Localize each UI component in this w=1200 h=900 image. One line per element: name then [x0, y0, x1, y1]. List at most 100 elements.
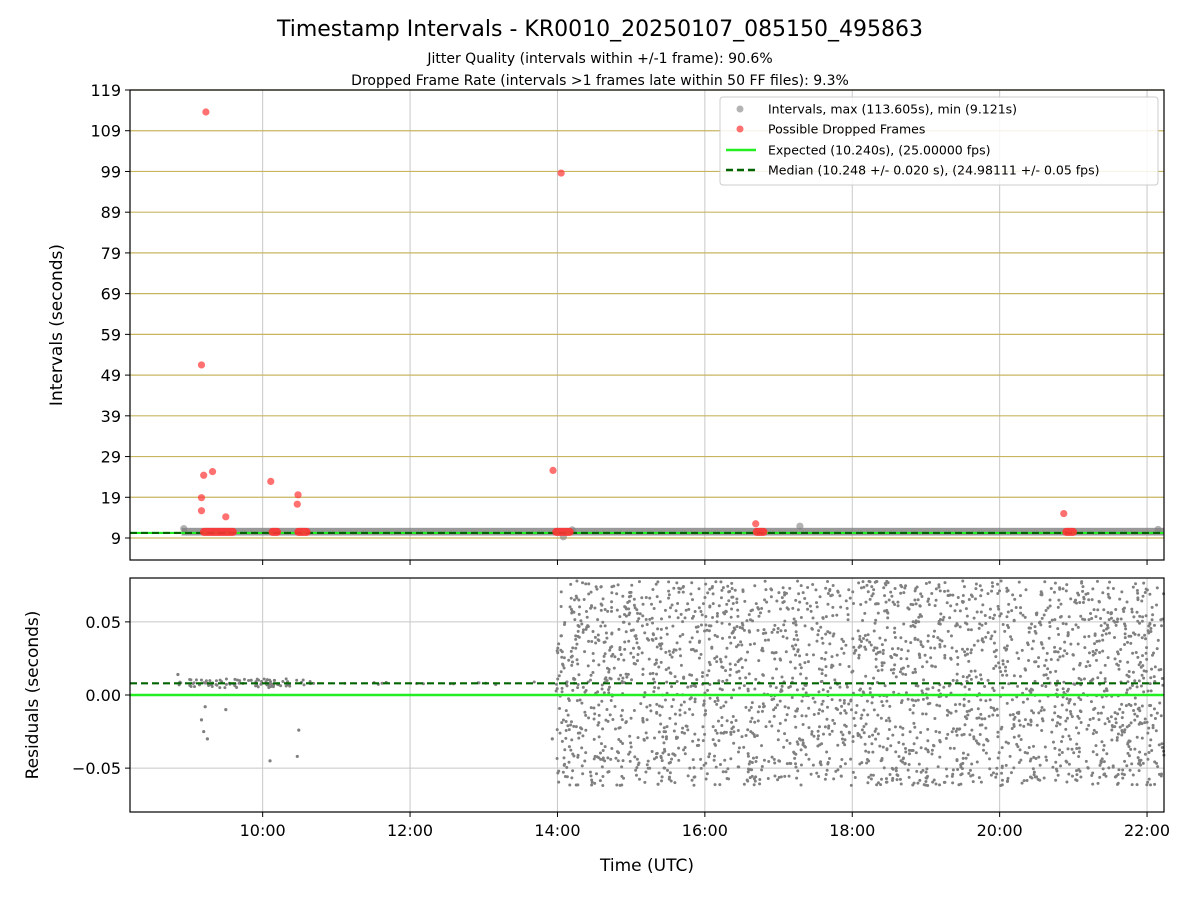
residual-point: [1028, 626, 1032, 630]
residual-point: [817, 712, 821, 716]
residual-point: [1087, 634, 1091, 638]
residual-point: [1117, 667, 1121, 671]
residual-point: [620, 718, 624, 722]
residual-point: [1069, 597, 1073, 601]
dropped-frame-point-10: [197, 507, 206, 515]
residual-point: [722, 704, 726, 708]
residual-point: [1150, 748, 1154, 752]
residual-point: [945, 713, 949, 717]
residual-point: [579, 726, 583, 730]
residual-point: [704, 582, 708, 586]
residual-point: [1034, 660, 1038, 664]
residual-point: [674, 609, 678, 613]
residual-point: [801, 591, 805, 595]
residual-point: [887, 598, 891, 602]
residual-point: [828, 732, 832, 736]
residual-point: [574, 646, 578, 650]
residual-point: [888, 719, 892, 723]
residual-point: [645, 705, 649, 709]
residuals-y-ticks: 0.050.00−0.05: [72, 613, 130, 778]
residual-point: [876, 713, 880, 717]
residual-point: [695, 630, 699, 634]
residual-point: [911, 783, 915, 787]
residual-point: [1012, 735, 1016, 739]
residual-point: [605, 708, 609, 712]
residual-point: [1104, 774, 1108, 778]
residual-point: [982, 743, 986, 747]
residual-point: [657, 665, 661, 669]
residual-point: [820, 636, 824, 640]
residual-point: [721, 731, 725, 735]
residual-point: [1160, 624, 1164, 628]
residual-point: [691, 758, 695, 762]
residual-point: [721, 666, 725, 670]
residual-point: [833, 678, 837, 682]
legend-marker-dropped: [736, 125, 744, 133]
residual-point: [641, 672, 645, 676]
residual-point: [720, 715, 724, 719]
residual-point: [773, 623, 777, 627]
residual-point: [699, 609, 703, 613]
residual-point: [575, 699, 579, 703]
residual-point: [1121, 776, 1125, 780]
residual-point: [989, 637, 993, 641]
residual-point: [611, 652, 615, 656]
residual-point: [703, 691, 707, 695]
residual-point: [926, 634, 930, 638]
residual-point: [689, 684, 693, 688]
residual-point: [882, 766, 886, 770]
residual-point: [1144, 614, 1148, 618]
residual-point: [801, 722, 805, 726]
residual-point: [1094, 730, 1098, 734]
residual-point: [742, 684, 746, 688]
residual-point: [896, 600, 900, 604]
residual-point: [1155, 647, 1159, 651]
residual-point: [562, 666, 566, 670]
residual-point: [807, 726, 811, 730]
residual-point: [943, 656, 947, 660]
residual-point: [1110, 738, 1114, 742]
residual-point: [914, 699, 918, 703]
residual-point: [901, 666, 905, 670]
residual-point: [970, 728, 974, 732]
residual-point: [747, 613, 751, 617]
residual-point: [910, 748, 914, 752]
residual-point: [580, 622, 584, 626]
residual-point: [601, 758, 605, 762]
residual-point: [1055, 688, 1059, 692]
residual-point: [728, 635, 732, 639]
residual-point: [853, 724, 857, 728]
residual-point: [1070, 747, 1074, 751]
residual-point: [790, 644, 794, 648]
residual-point: [840, 637, 844, 641]
residual-point: [1149, 738, 1153, 742]
legend-marker-intervals: [736, 105, 744, 113]
residual-point: [883, 684, 887, 688]
residual-point: [998, 614, 1002, 618]
residual-point: [1024, 588, 1028, 592]
residual-point: [1147, 777, 1151, 781]
dropped-frame-cluster-0: [200, 527, 237, 536]
residual-point: [897, 740, 901, 744]
residual-point: [899, 759, 903, 763]
residual-point: [760, 606, 764, 610]
dropped-frame-point-13: [1060, 509, 1068, 518]
residual-point: [783, 629, 787, 633]
residual-point: [992, 666, 996, 670]
residual-point: [565, 684, 569, 688]
residual-point: [1060, 703, 1064, 707]
dropped-frame-point-1: [557, 169, 565, 177]
residual-point: [623, 647, 627, 651]
residual-point: [1022, 724, 1026, 728]
residual-point: [770, 588, 774, 592]
residual-point: [898, 725, 902, 729]
residual-point: [1020, 781, 1024, 785]
residual-point: [600, 687, 604, 691]
residual-point: [1027, 630, 1031, 634]
residual-point: [914, 602, 918, 606]
residual-point: [922, 783, 926, 787]
residual-point: [1056, 773, 1060, 777]
residual-point: [955, 758, 959, 762]
residual-point: [686, 602, 690, 606]
residual-point: [726, 767, 730, 771]
